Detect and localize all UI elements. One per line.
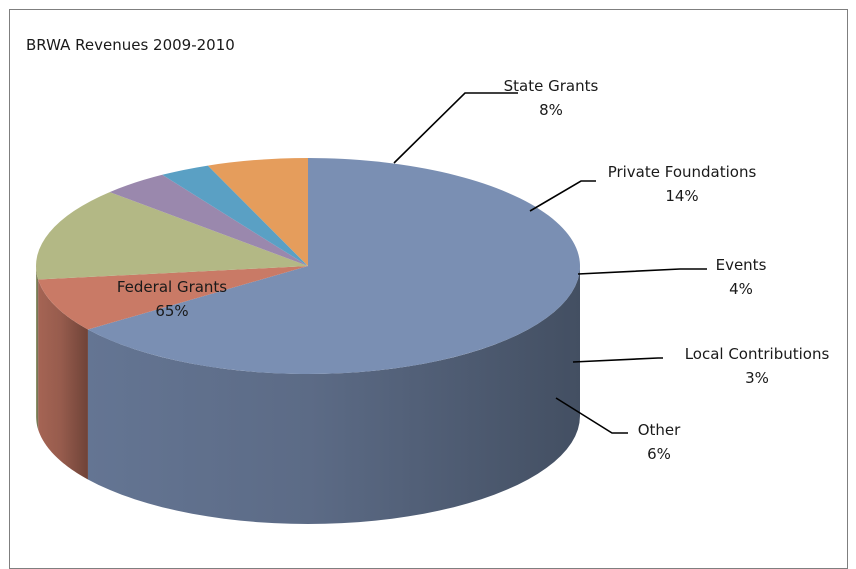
- pie-slice-private-foundations: [35, 192, 308, 280]
- pie-slice-events: [109, 174, 308, 266]
- pie-side-state-grants: [38, 279, 88, 480]
- pie-top: [35, 158, 581, 374]
- data-label-value-private-foundations: 14%: [665, 187, 698, 205]
- pie-slice-other: [207, 158, 308, 266]
- chart-title: BRWA Revenues 2009-2010: [26, 36, 235, 54]
- data-label-name-local-contributions: Local Contributions: [685, 345, 830, 363]
- leader-line-private-foundations: [529, 180, 596, 212]
- data-label-value-events: 4%: [729, 280, 753, 298]
- data-label-name-state-grants: State Grants: [504, 77, 599, 95]
- pie-slice-state-grants: [38, 266, 308, 330]
- leader-line-events: [577, 268, 707, 275]
- data-label-value-state-grants: 8%: [539, 101, 563, 119]
- data-label-name-events: Events: [716, 256, 767, 274]
- data-label-name-federal-grants: Federal Grants: [117, 278, 227, 296]
- pie-chart: BRWA Revenues 2009-2010 Federal Grants 65…: [26, 36, 830, 524]
- leader-line-other: [555, 397, 628, 434]
- data-label-value-federal-grants: 65%: [155, 302, 188, 320]
- data-label-value-other: 6%: [647, 445, 671, 463]
- data-label-value-local-contributions: 3%: [745, 369, 769, 387]
- pie-slice-federal-grants: [87, 158, 581, 374]
- data-label-name-private-foundations: Private Foundations: [608, 163, 757, 181]
- pie-side-private-foundations: [36, 266, 39, 430]
- pie-leaders: [393, 92, 707, 434]
- pie-side-federal-grants: [87, 266, 580, 524]
- leader-line-state-grants: [393, 92, 518, 164]
- leader-line-local-contributions: [572, 357, 663, 363]
- pie-sides: [36, 266, 580, 524]
- pie-labels: Federal Grants 65% State Grants 8% Private F…: [117, 77, 830, 463]
- data-label-name-other: Other: [638, 421, 681, 439]
- pie-slice-local-contributions: [162, 165, 308, 266]
